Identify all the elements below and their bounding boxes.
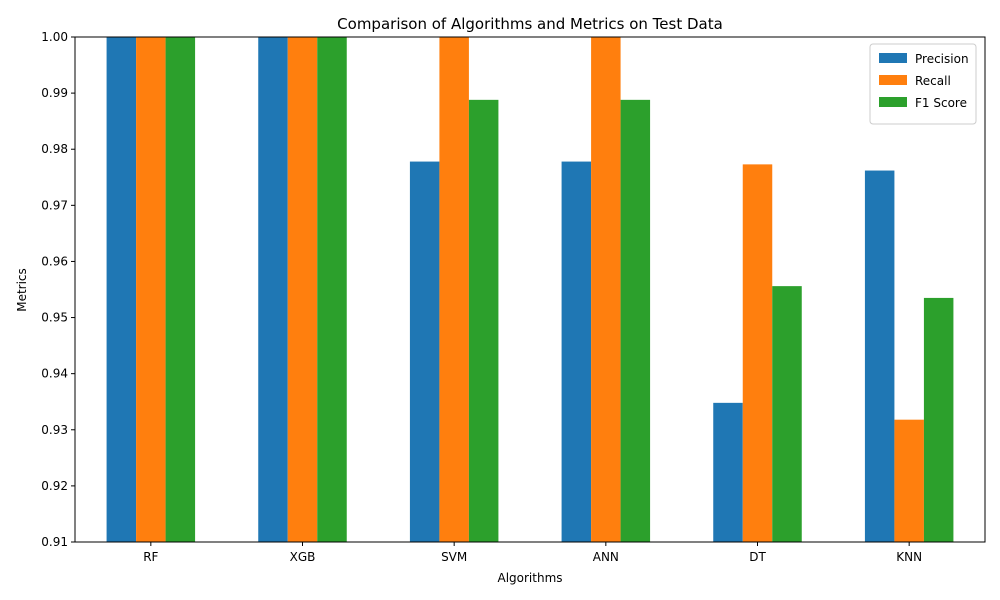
y-axis-label: Metrics bbox=[15, 268, 29, 312]
bar-recall-knn bbox=[894, 419, 924, 542]
y-tick-label: 0.97 bbox=[41, 198, 68, 212]
x-tick-label-rf: RF bbox=[143, 550, 158, 564]
axes-group: 0.91 0.92 0.93 0.94 0.95 0.96 0.97 0.98 0.99 1.00… bbox=[41, 30, 986, 564]
bar-precision-svm bbox=[409, 161, 440, 543]
legend-label-f1-score: F1 Score bbox=[915, 96, 967, 110]
bar-precision-knn bbox=[864, 170, 895, 543]
bar-f1-score-xgb bbox=[317, 37, 347, 542]
bar-f1-score-ann bbox=[620, 99, 651, 542]
bar-recall-ann bbox=[591, 37, 621, 542]
bar-recall-svm bbox=[439, 37, 469, 542]
legend-label-recall: Recall bbox=[915, 74, 951, 88]
x-tick-label-xgb: XGB bbox=[290, 550, 316, 564]
y-tick-label: 0.94 bbox=[41, 367, 68, 381]
legend-swatch-recall bbox=[879, 75, 907, 85]
bar-precision-ann bbox=[561, 161, 592, 543]
y-tick-label: 0.91 bbox=[41, 535, 68, 549]
y-tick-label: 1.00 bbox=[41, 30, 68, 44]
bar-f1-score-svm bbox=[468, 99, 499, 542]
y-tick-label: 0.96 bbox=[41, 254, 68, 268]
bar-f1-score-dt bbox=[772, 286, 802, 542]
y-tick-label: 0.95 bbox=[41, 311, 68, 325]
x-tick-label-ann: ANN bbox=[593, 550, 619, 564]
y-tick-label: 0.92 bbox=[41, 479, 68, 493]
bars-group bbox=[106, 37, 954, 543]
x-tick-label-svm: SVM bbox=[441, 550, 467, 564]
legend-swatch-precision bbox=[879, 53, 907, 63]
bar-recall-xgb bbox=[287, 37, 318, 542]
bar-recall-dt bbox=[742, 164, 773, 542]
y-tick-label: 0.98 bbox=[41, 142, 68, 156]
x-tick-label-dt: DT bbox=[749, 550, 766, 564]
bar-recall-rf bbox=[136, 37, 166, 542]
bar-precision-rf bbox=[106, 37, 137, 542]
legend-swatch-f1-score bbox=[879, 97, 907, 107]
bar-precision-xgb bbox=[258, 37, 288, 542]
bar-precision-dt bbox=[713, 402, 743, 542]
legend: Precision Recall F1 Score bbox=[869, 43, 977, 125]
legend-label-precision: Precision bbox=[915, 52, 969, 66]
chart-title: Comparison of Algorithms and Metrics on … bbox=[337, 15, 723, 33]
plot-frame bbox=[74, 36, 986, 543]
bar-f1-score-rf bbox=[165, 37, 196, 542]
bar-f1-score-knn bbox=[923, 297, 954, 542]
x-axis-label: Algorithms bbox=[497, 571, 562, 585]
y-tick-label: 0.99 bbox=[41, 86, 68, 100]
y-tick-label: 0.93 bbox=[41, 423, 68, 437]
x-tick-label-knn: KNN bbox=[896, 550, 922, 564]
